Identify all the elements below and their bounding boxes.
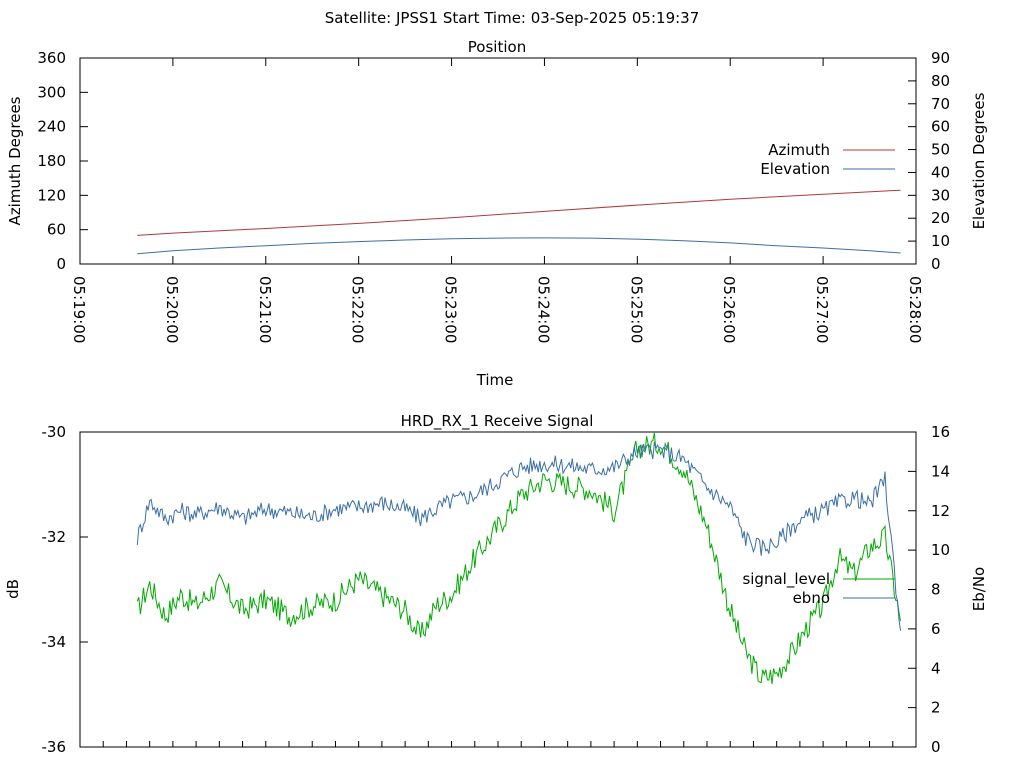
signal-y-axis-label: dB — [4, 579, 22, 599]
y-tick-label: 240 — [37, 118, 66, 136]
y2-tick-label: 12 — [931, 502, 950, 520]
y2-tick-label: 80 — [931, 72, 950, 90]
position-y2-axis-label: Elevation Degrees — [970, 92, 988, 229]
y2-tick-label: 2 — [931, 699, 941, 717]
y2-tick-label: 10 — [931, 232, 950, 250]
y2-tick-label: 50 — [931, 141, 950, 159]
legend-label: Azimuth — [768, 141, 830, 159]
y2-tick-label: 14 — [931, 462, 950, 480]
y-tick-label: -36 — [42, 738, 67, 756]
receive-signal-chart: HRD_RX_1 Receive Signal dB Eb/No -36 -34 -… — [4, 412, 988, 756]
y2-tick-label: 6 — [931, 620, 941, 638]
signal-plot-frame — [79, 431, 917, 748]
y-tick-label: -30 — [42, 423, 67, 441]
position-x-axis-label: Time — [476, 371, 514, 389]
y-tick-label: 60 — [47, 221, 66, 239]
y2-tick-label: 16 — [931, 423, 950, 441]
position-y-axis-label: Azimuth Degrees — [6, 96, 24, 225]
series-line-ebno — [136, 441, 901, 631]
y2-tick-label: 90 — [931, 49, 950, 67]
y2-tick-label: 4 — [931, 659, 941, 677]
y-tick-label: 0 — [56, 255, 66, 273]
y2-tick-label: 20 — [931, 209, 950, 227]
position-chart: Position Azimuth Degrees Elevation Degre… — [6, 38, 988, 389]
x-tick-label: 05:19:00 — [70, 276, 88, 343]
signal-y2-axis-label: Eb/No — [970, 567, 988, 611]
y2-tick-label: 30 — [931, 186, 950, 204]
x-tick-label: 05:28:00 — [906, 276, 924, 343]
y2-tick-label: 40 — [931, 163, 950, 181]
figure-header: Satellite: JPSS1 Start Time: 03-Sep-2025… — [325, 9, 700, 27]
x-tick-label: 05:24:00 — [534, 276, 552, 343]
x-tick-label: 05:21:00 — [256, 276, 274, 343]
y2-tick-label: 0 — [931, 255, 941, 273]
legend-label: signal_level — [742, 570, 830, 589]
x-tick-label: 05:23:00 — [442, 276, 460, 343]
y-tick-label: 300 — [37, 83, 66, 101]
legend-label: Elevation — [760, 160, 830, 178]
x-tick-label: 05:22:00 — [349, 276, 367, 343]
y-tick-label: 120 — [37, 186, 66, 204]
x-tick-label: 05:20:00 — [163, 276, 181, 343]
x-tick-label: 05:27:00 — [813, 276, 831, 343]
x-tick-label: 05:26:00 — [720, 276, 738, 343]
signal-chart-title: HRD_RX_1 Receive Signal — [401, 412, 594, 431]
y2-tick-label: 70 — [931, 95, 950, 113]
series-line-azimuth — [137, 189, 901, 236]
series-line-elevation — [137, 237, 901, 255]
series-line-signal-level — [136, 432, 901, 685]
position-chart-title: Position — [468, 38, 526, 56]
y2-tick-label: 0 — [931, 738, 941, 756]
y-tick-label: 360 — [37, 49, 66, 67]
y-tick-label: -32 — [42, 528, 67, 546]
y-tick-label: -34 — [42, 633, 67, 651]
y2-tick-label: 8 — [931, 581, 941, 599]
y2-tick-label: 60 — [931, 118, 950, 136]
y2-tick-label: 10 — [931, 541, 950, 559]
y-tick-label: 180 — [37, 152, 66, 170]
x-tick-label: 05:25:00 — [627, 276, 645, 343]
legend-label: ebno — [793, 589, 830, 607]
